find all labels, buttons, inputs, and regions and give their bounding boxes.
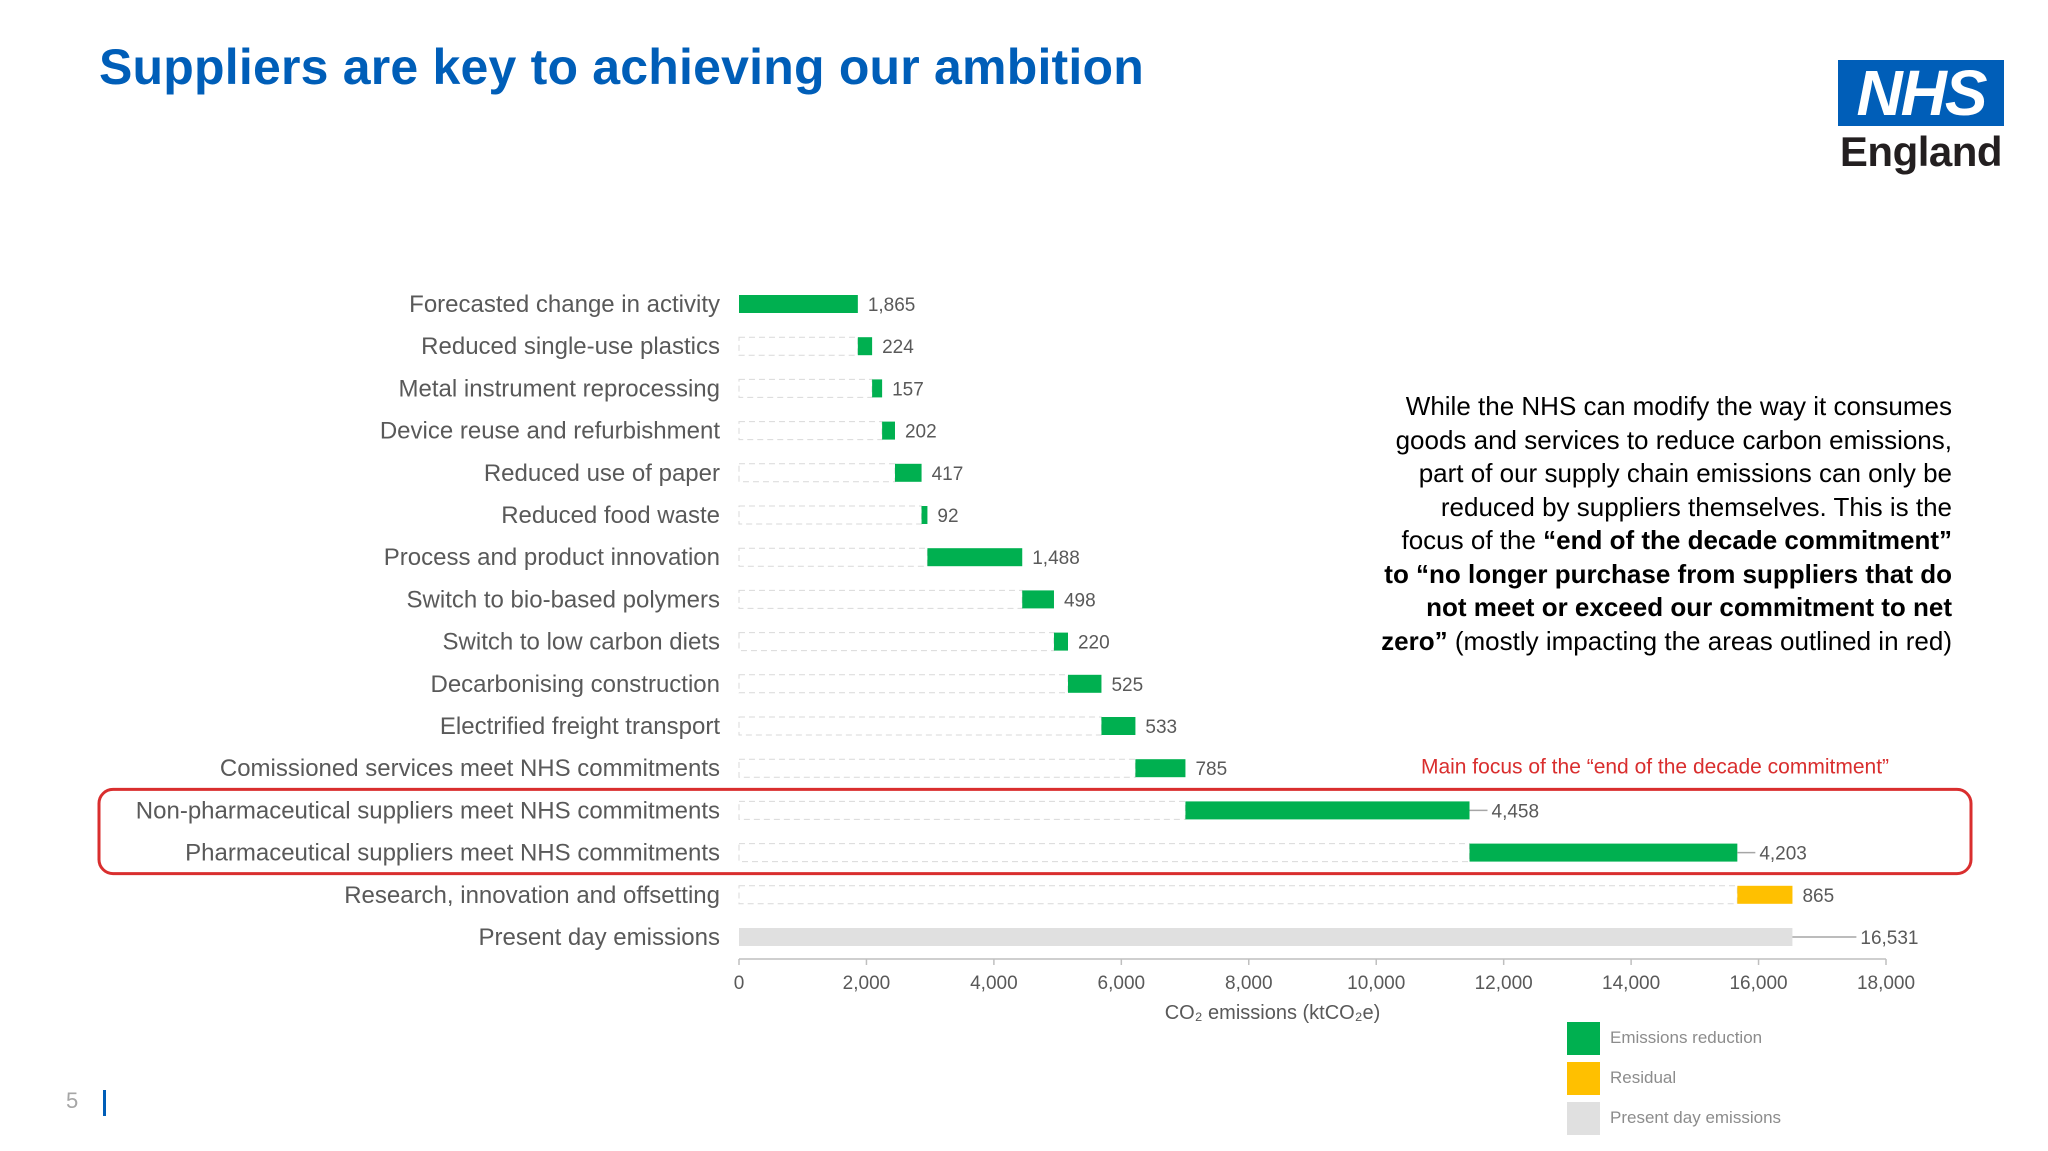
waterfall-base bbox=[738, 800, 1186, 820]
data-label: 1,488 bbox=[1032, 548, 1080, 569]
bar bbox=[894, 463, 922, 482]
waterfall-base bbox=[738, 463, 896, 483]
x-tick-label: 4,000 bbox=[970, 973, 1018, 994]
waterfall-base bbox=[738, 758, 1136, 778]
category-label: Electrified freight transport bbox=[440, 713, 720, 740]
data-label: 785 bbox=[1195, 759, 1227, 780]
x-tick-label: 10,000 bbox=[1347, 973, 1405, 994]
bar bbox=[857, 337, 873, 356]
highlight-annotation: Main focus of the “end of the decade com… bbox=[1421, 755, 1889, 778]
waterfall-base bbox=[738, 589, 1023, 609]
category-label: Comissioned services meet NHS commitment… bbox=[220, 755, 720, 782]
nhs-logo-word: England bbox=[1839, 128, 2003, 175]
waterfall-base bbox=[738, 336, 859, 356]
bar bbox=[1135, 759, 1186, 778]
waterfall-base bbox=[738, 674, 1069, 694]
x-tick-label: 16,000 bbox=[1729, 973, 1787, 994]
slide-title: Suppliers are key to achieving our ambit… bbox=[99, 39, 1144, 95]
legend-swatch bbox=[1567, 1101, 1600, 1135]
sidebar-text-bold: “end of the decade commitment” to “no lo… bbox=[1381, 525, 1952, 656]
legend-label: Emissions reduction bbox=[1610, 1028, 1763, 1047]
bar bbox=[927, 548, 1023, 567]
waterfall-base bbox=[738, 378, 873, 398]
data-label: 157 bbox=[892, 379, 924, 400]
waterfall-base bbox=[738, 505, 923, 525]
data-label: 533 bbox=[1145, 717, 1177, 738]
category-label: Metal instrument reprocessing bbox=[399, 375, 720, 402]
category-label: Reduced food waste bbox=[501, 502, 720, 529]
sidebar-explanation: While the NHS can modify the way it cons… bbox=[1380, 390, 1952, 658]
bar bbox=[1053, 632, 1068, 651]
data-label: 4,203 bbox=[1759, 844, 1807, 865]
bar bbox=[1101, 717, 1136, 735]
data-label: 92 bbox=[937, 506, 958, 527]
data-label: 220 bbox=[1078, 633, 1110, 654]
data-label: 16,531 bbox=[1860, 928, 1918, 949]
data-label: 1,865 bbox=[868, 295, 916, 316]
bar bbox=[1067, 674, 1102, 693]
data-label: 224 bbox=[882, 337, 914, 358]
data-label: 865 bbox=[1802, 886, 1834, 907]
bar bbox=[882, 421, 895, 440]
bar bbox=[1737, 885, 1793, 904]
category-label: Process and product innovation bbox=[384, 544, 720, 571]
legend-swatch bbox=[1567, 1021, 1600, 1055]
nhs-england-logo: NHS England bbox=[1838, 60, 2004, 176]
legend-item: Residual bbox=[1567, 1058, 1781, 1098]
x-tick-label: 0 bbox=[734, 973, 745, 994]
waterfall-base bbox=[738, 716, 1102, 736]
chart-legend: Emissions reduction Residual Present day e… bbox=[1567, 1018, 1781, 1138]
data-label: 4,458 bbox=[1492, 801, 1540, 822]
x-tick-label: 14,000 bbox=[1602, 973, 1660, 994]
data-label: 202 bbox=[905, 422, 937, 443]
data-label: 525 bbox=[1111, 675, 1143, 696]
x-axis-title: CO₂ emissions (ktCO₂e) bbox=[1165, 1002, 1381, 1024]
bar bbox=[1469, 843, 1738, 862]
category-label: Non-pharmaceutical suppliers meet NHS co… bbox=[136, 797, 720, 824]
x-tick-label: 12,000 bbox=[1475, 973, 1533, 994]
sidebar-text-part1: While the NHS can modify the way it cons… bbox=[1395, 391, 1952, 555]
x-tick-label: 6,000 bbox=[1098, 973, 1146, 994]
bar bbox=[921, 506, 928, 524]
sidebar-text-part2: (mostly impacting the areas outlined in … bbox=[1447, 625, 1952, 656]
legend-item: Present day emissions bbox=[1567, 1098, 1781, 1138]
bar bbox=[739, 295, 858, 313]
x-tick-label: 18,000 bbox=[1857, 973, 1915, 994]
highlight-box bbox=[97, 787, 1973, 876]
data-label: 417 bbox=[932, 464, 964, 485]
category-label: Present day emissions bbox=[479, 924, 720, 951]
x-tick-label: 8,000 bbox=[1225, 973, 1273, 994]
category-label: Pharmaceutical suppliers meet NHS commit… bbox=[185, 840, 720, 867]
bar bbox=[1185, 801, 1470, 820]
category-label: Research, innovation and offsetting bbox=[344, 882, 720, 909]
category-label: Forecasted change in activity bbox=[409, 291, 720, 318]
category-label: Reduced single-use plastics bbox=[421, 333, 720, 360]
waterfall-base bbox=[738, 632, 1055, 652]
waterfall-base bbox=[738, 843, 1471, 863]
legend-item: Emissions reduction bbox=[1567, 1018, 1781, 1058]
legend-label: Residual bbox=[1610, 1068, 1677, 1087]
waterfall-base bbox=[738, 547, 928, 567]
page-number: 5 bbox=[66, 1088, 79, 1113]
legend-swatch bbox=[1567, 1061, 1600, 1095]
category-label: Device reuse and refurbishment bbox=[380, 418, 721, 445]
nhs-logo-box: NHS bbox=[1838, 60, 2004, 126]
legend-label: Present day emissions bbox=[1610, 1108, 1782, 1127]
category-label: Reduced use of paper bbox=[484, 460, 720, 487]
data-label: 498 bbox=[1064, 590, 1096, 611]
category-label: Switch to bio-based polymers bbox=[407, 586, 720, 613]
category-label: Decarbonising construction bbox=[431, 671, 721, 698]
bar bbox=[739, 928, 1793, 946]
page-number-divider bbox=[103, 1090, 106, 1116]
bar bbox=[872, 379, 883, 398]
bar bbox=[1022, 590, 1054, 609]
waterfall-base bbox=[738, 885, 1738, 905]
category-label: Switch to low carbon diets bbox=[443, 629, 720, 656]
x-tick-label: 2,000 bbox=[843, 973, 891, 994]
waterfall-base bbox=[738, 421, 883, 441]
